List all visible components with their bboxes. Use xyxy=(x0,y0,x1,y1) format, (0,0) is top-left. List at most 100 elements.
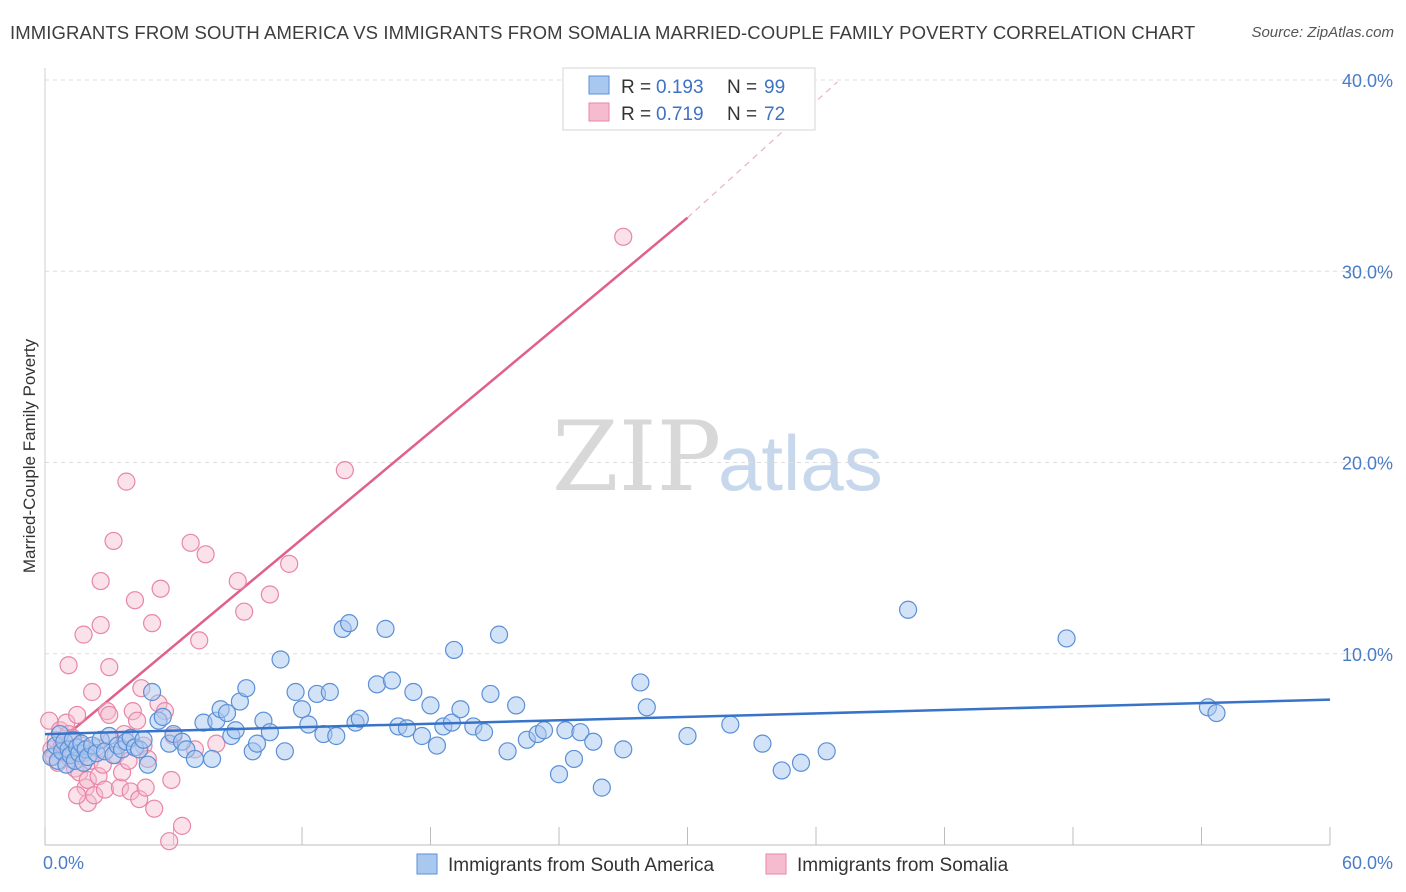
bottom-legend: Immigrants from South America Immigrants… xyxy=(416,853,1009,876)
data-point-south-america xyxy=(350,709,369,728)
data-point-somalia xyxy=(142,614,162,633)
y-tick-label: 10.0% xyxy=(1342,645,1393,665)
data-point-south-america xyxy=(614,740,633,759)
y-tick-label: 40.0% xyxy=(1342,71,1393,91)
data-point-south-america xyxy=(286,682,305,702)
data-point-south-america xyxy=(631,673,650,692)
legend-r-value-2: 0.719 xyxy=(656,104,704,125)
data-point-south-america xyxy=(247,734,267,753)
data-point-south-america xyxy=(237,679,256,698)
data-point-somalia xyxy=(190,631,209,650)
data-point-south-america xyxy=(292,700,312,719)
data-point-somalia xyxy=(68,705,87,725)
bottom-legend-swatch-south-america xyxy=(416,853,438,875)
points-somalia xyxy=(40,227,633,851)
data-point-south-america xyxy=(142,682,162,702)
data-point-somalia xyxy=(91,571,110,591)
data-point-south-america xyxy=(678,726,697,746)
data-point-somalia xyxy=(151,579,170,598)
data-point-south-america xyxy=(753,734,772,753)
data-point-south-america xyxy=(376,619,395,638)
source-label: Source: ZipAtlas.com xyxy=(1251,24,1394,41)
data-point-somalia xyxy=(127,711,147,730)
data-point-south-america xyxy=(138,755,157,774)
legend-r-label-1: R = xyxy=(621,77,651,98)
data-point-south-america xyxy=(451,700,470,719)
points-south-america xyxy=(42,600,1226,797)
data-point-somalia xyxy=(235,602,254,621)
data-point-south-america xyxy=(404,682,423,702)
data-point-south-america xyxy=(412,726,432,746)
data-point-somalia xyxy=(136,778,155,797)
legend-swatch-south-america xyxy=(588,75,610,95)
data-point-somalia xyxy=(78,770,97,790)
data-point-south-america xyxy=(721,715,740,734)
data-point-somalia xyxy=(91,615,110,635)
data-point-somalia xyxy=(162,770,181,790)
bottom-legend-swatch-somalia xyxy=(765,853,787,875)
data-point-somalia xyxy=(228,571,247,591)
grid-lines xyxy=(45,79,1390,655)
data-point-south-america xyxy=(427,736,447,755)
data-point-south-america xyxy=(217,703,237,723)
bottom-legend-label-south-america: Immigrants from South America xyxy=(448,855,715,876)
data-point-south-america xyxy=(382,671,402,690)
data-point-south-america xyxy=(271,650,290,669)
data-point-somalia xyxy=(112,763,132,782)
data-point-south-america xyxy=(637,698,656,717)
data-point-south-america xyxy=(134,730,153,749)
data-point-somalia xyxy=(125,591,145,610)
legend-r-label-2: R = xyxy=(621,104,651,125)
data-point-somalia xyxy=(68,786,87,805)
data-point-south-america xyxy=(564,749,584,769)
data-point-somalia xyxy=(614,227,633,246)
data-point-somalia xyxy=(130,789,149,809)
data-point-somalia xyxy=(59,656,78,675)
data-point-south-america xyxy=(260,723,279,742)
data-point-south-america xyxy=(507,696,526,715)
data-point-south-america xyxy=(556,721,575,740)
data-point-south-america xyxy=(320,682,339,702)
data-point-somalia xyxy=(335,461,354,480)
data-point-somalia xyxy=(172,816,192,835)
data-point-south-america xyxy=(185,749,205,769)
data-point-south-america xyxy=(202,749,222,769)
trend-line-somalia-solid xyxy=(44,216,689,755)
data-point-south-america xyxy=(1207,703,1226,723)
data-point-south-america xyxy=(1057,629,1076,648)
chart-title: IMMIGRANTS FROM SOUTH AMERICA VS IMMIGRA… xyxy=(10,22,1196,43)
data-point-somalia xyxy=(123,702,142,721)
data-point-south-america xyxy=(367,675,387,694)
data-point-south-america xyxy=(549,765,569,784)
data-point-south-america xyxy=(534,721,554,740)
legend: R = 0.193 N = 99 R = 0.719 N = 72 xyxy=(562,67,816,131)
data-point-somalia xyxy=(104,531,123,551)
data-point-south-america xyxy=(275,742,294,761)
data-point-south-america xyxy=(584,732,603,751)
watermark-zip: ZIP xyxy=(552,401,721,513)
data-point-south-america xyxy=(340,614,359,633)
data-point-south-america xyxy=(397,719,417,738)
x-tick-label: 0.0% xyxy=(43,853,84,873)
trend-line-south-america-solid xyxy=(44,698,1331,736)
legend-swatch-somalia xyxy=(588,102,610,122)
data-point-somalia xyxy=(74,625,93,644)
data-point-somalia xyxy=(117,472,136,491)
y-tick-label: 30.0% xyxy=(1342,262,1393,282)
data-point-somalia xyxy=(280,554,299,573)
data-point-south-america xyxy=(489,625,509,644)
axes xyxy=(44,68,1331,846)
legend-n-value-2: 72 xyxy=(764,104,785,125)
data-point-south-america xyxy=(898,600,918,619)
data-point-south-america xyxy=(327,726,346,746)
legend-r-value-1: 0.193 xyxy=(656,77,704,98)
data-point-south-america xyxy=(421,696,440,715)
bottom-legend-label-somalia: Immigrants from Somalia xyxy=(797,855,1009,876)
data-point-somalia xyxy=(95,780,115,799)
data-point-somalia xyxy=(196,545,215,564)
data-point-south-america xyxy=(474,723,494,742)
data-point-south-america xyxy=(153,707,172,726)
data-point-south-america xyxy=(299,715,318,734)
trend-line-south-america xyxy=(44,698,1331,736)
data-point-somalia xyxy=(110,778,130,797)
